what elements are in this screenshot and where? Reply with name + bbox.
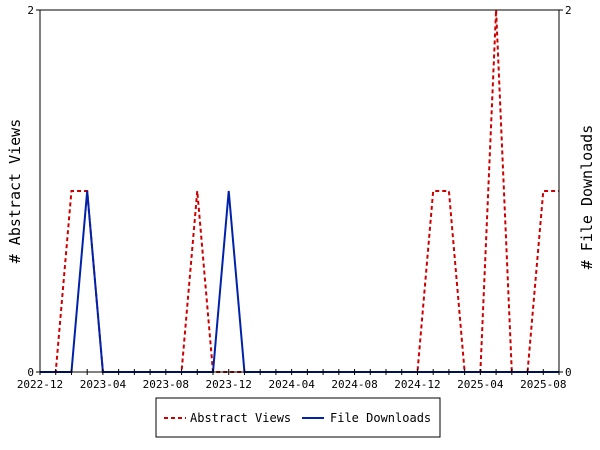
x-tick-label: 2023-08 xyxy=(143,378,189,391)
y-left-tick-label: 2 xyxy=(27,4,34,17)
y-axis-left: 02 xyxy=(27,4,40,379)
legend-label-abstract-views: Abstract Views xyxy=(190,411,291,425)
x-tick-label: 2024-08 xyxy=(331,378,377,391)
y-axis-right-title: # File Downloads xyxy=(578,125,596,270)
legend-label-file-downloads: File Downloads xyxy=(330,411,431,425)
x-tick-label: 2023-12 xyxy=(206,378,252,391)
x-tick-label: 2022-12 xyxy=(17,378,63,391)
x-tick-label: 2025-08 xyxy=(520,378,566,391)
x-tick-label: 2024-04 xyxy=(268,378,315,391)
x-axis: 2022-12 2023-04 2023-08 2023-12 2024-04 2024-… xyxy=(17,369,566,391)
legend: Abstract Views File Downloads xyxy=(155,397,441,438)
plot-frame xyxy=(39,9,560,373)
x-tick-label: 2023-04 xyxy=(80,378,127,391)
legend-box xyxy=(155,397,441,438)
y-axis-right: 02 xyxy=(559,4,572,379)
y-left-tick-label: 0 xyxy=(27,366,34,379)
x-tick-label: 2024-12 xyxy=(394,378,440,391)
y-right-tick-label: 2 xyxy=(565,4,572,17)
y-right-tick-label: 0 xyxy=(565,366,572,379)
x-tick-label: 2025-04 xyxy=(457,378,504,391)
y-axis-left-title: # Abstract Views xyxy=(6,119,24,264)
